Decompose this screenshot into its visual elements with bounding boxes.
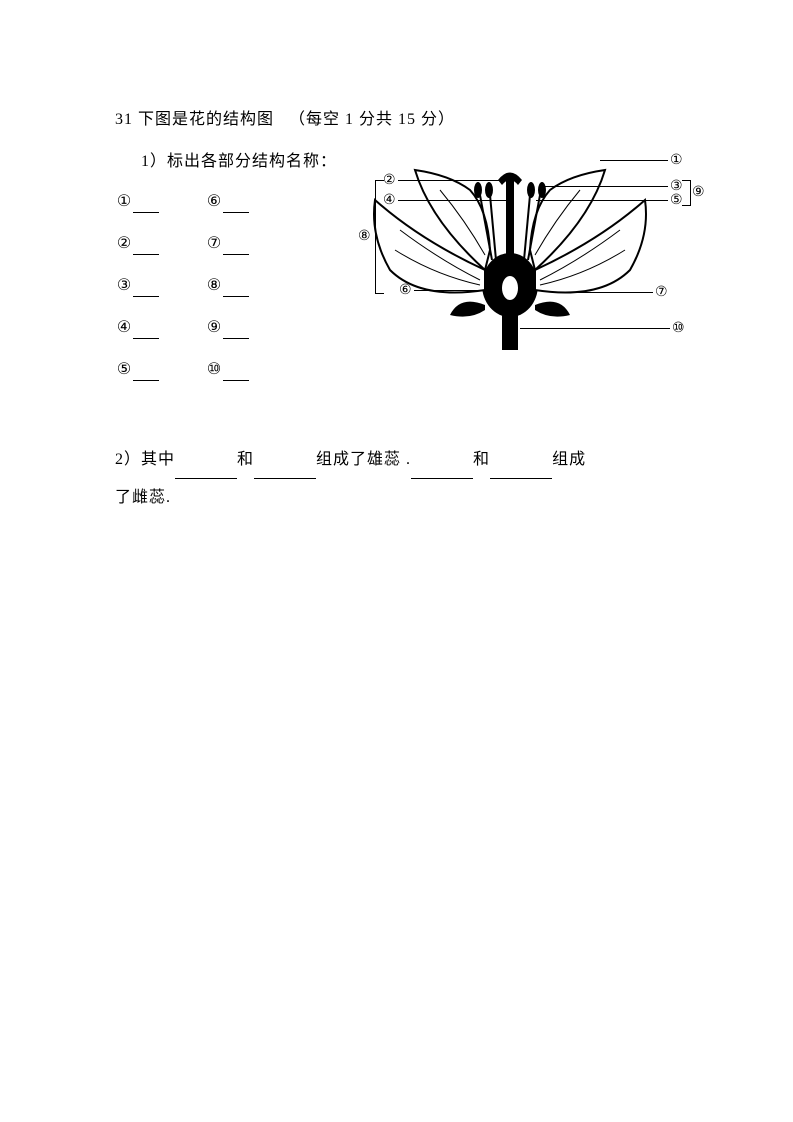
- diagram-label-5: ⑤: [670, 192, 683, 209]
- blank-row: ⑤ ⑩: [115, 359, 693, 381]
- diagram-label-4: ④: [383, 192, 396, 209]
- circled-num: ⑦: [205, 233, 223, 255]
- q-number: 31: [115, 111, 133, 128]
- answer-blank[interactable]: [223, 364, 249, 381]
- answer-blank[interactable]: [223, 322, 249, 339]
- circled-num: ④: [115, 317, 133, 339]
- q-title-text: 下图是花的结构图: [138, 111, 274, 128]
- p2-mid: 组成了雄蕊 .: [316, 451, 411, 468]
- diagram-label-1: ①: [670, 152, 683, 169]
- answer-blank[interactable]: [411, 462, 473, 479]
- circled-num: ⑨: [205, 317, 223, 339]
- answer-blank[interactable]: [133, 364, 159, 381]
- diagram-label-2: ②: [383, 172, 396, 189]
- q-points: （每空 1 分共 15 分）: [289, 111, 455, 128]
- answer-blank[interactable]: [133, 196, 159, 213]
- diagram-label-8: ⑧: [358, 228, 371, 245]
- p2-prefix: 2）其中: [115, 451, 175, 468]
- p2-and1: 和: [237, 451, 254, 468]
- diagram-label-6: ⑥: [399, 282, 412, 299]
- part2-text: 2）其中 和 组成了雄蕊 . 和 组成 了雌蕊.: [115, 441, 693, 518]
- circled-num: ⑧: [205, 275, 223, 297]
- answer-blank[interactable]: [223, 280, 249, 297]
- circled-num: ①: [115, 191, 133, 213]
- circled-num: ③: [115, 275, 133, 297]
- answer-blank[interactable]: [254, 462, 316, 479]
- answer-blank[interactable]: [223, 238, 249, 255]
- flower-diagram: ① ② ③ ④ ⑤ ⑨ ⑥ ⑧ ⑦ ⑩: [320, 140, 700, 350]
- answer-blank[interactable]: [133, 280, 159, 297]
- diagram-label-7: ⑦: [655, 284, 668, 301]
- question-title: 31 下图是花的结构图 （每空 1 分共 15 分）: [115, 105, 693, 129]
- p2-tail1: 组成: [552, 451, 586, 468]
- circled-num: ②: [115, 233, 133, 255]
- answer-blank[interactable]: [490, 462, 552, 479]
- circled-num: ⑩: [205, 359, 223, 381]
- circled-num: ⑤: [115, 359, 133, 381]
- circled-num: ⑥: [205, 191, 223, 213]
- diagram-label-9: ⑨: [692, 184, 705, 201]
- p2-tail2: 了雌蕊.: [115, 489, 171, 506]
- answer-blank[interactable]: [133, 238, 159, 255]
- answer-blank[interactable]: [175, 462, 237, 479]
- answer-blank[interactable]: [223, 196, 249, 213]
- answer-blank[interactable]: [133, 322, 159, 339]
- p2-and2: 和: [473, 451, 490, 468]
- diagram-label-10: ⑩: [672, 320, 685, 337]
